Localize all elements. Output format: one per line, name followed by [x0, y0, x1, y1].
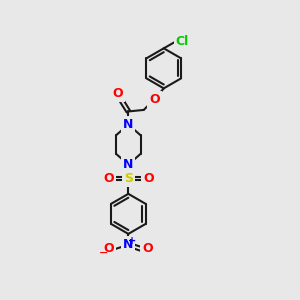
- Text: S: S: [124, 172, 133, 185]
- Text: N: N: [123, 238, 134, 251]
- Text: −: −: [99, 248, 108, 258]
- Text: O: O: [104, 242, 114, 255]
- Text: O: O: [112, 87, 123, 100]
- Text: O: O: [143, 172, 154, 185]
- Text: O: O: [149, 93, 160, 106]
- Text: +: +: [128, 236, 136, 246]
- Text: O: O: [103, 172, 114, 185]
- Text: N: N: [123, 158, 134, 171]
- Text: O: O: [142, 242, 153, 255]
- Text: Cl: Cl: [176, 35, 189, 48]
- Text: N: N: [123, 118, 134, 131]
